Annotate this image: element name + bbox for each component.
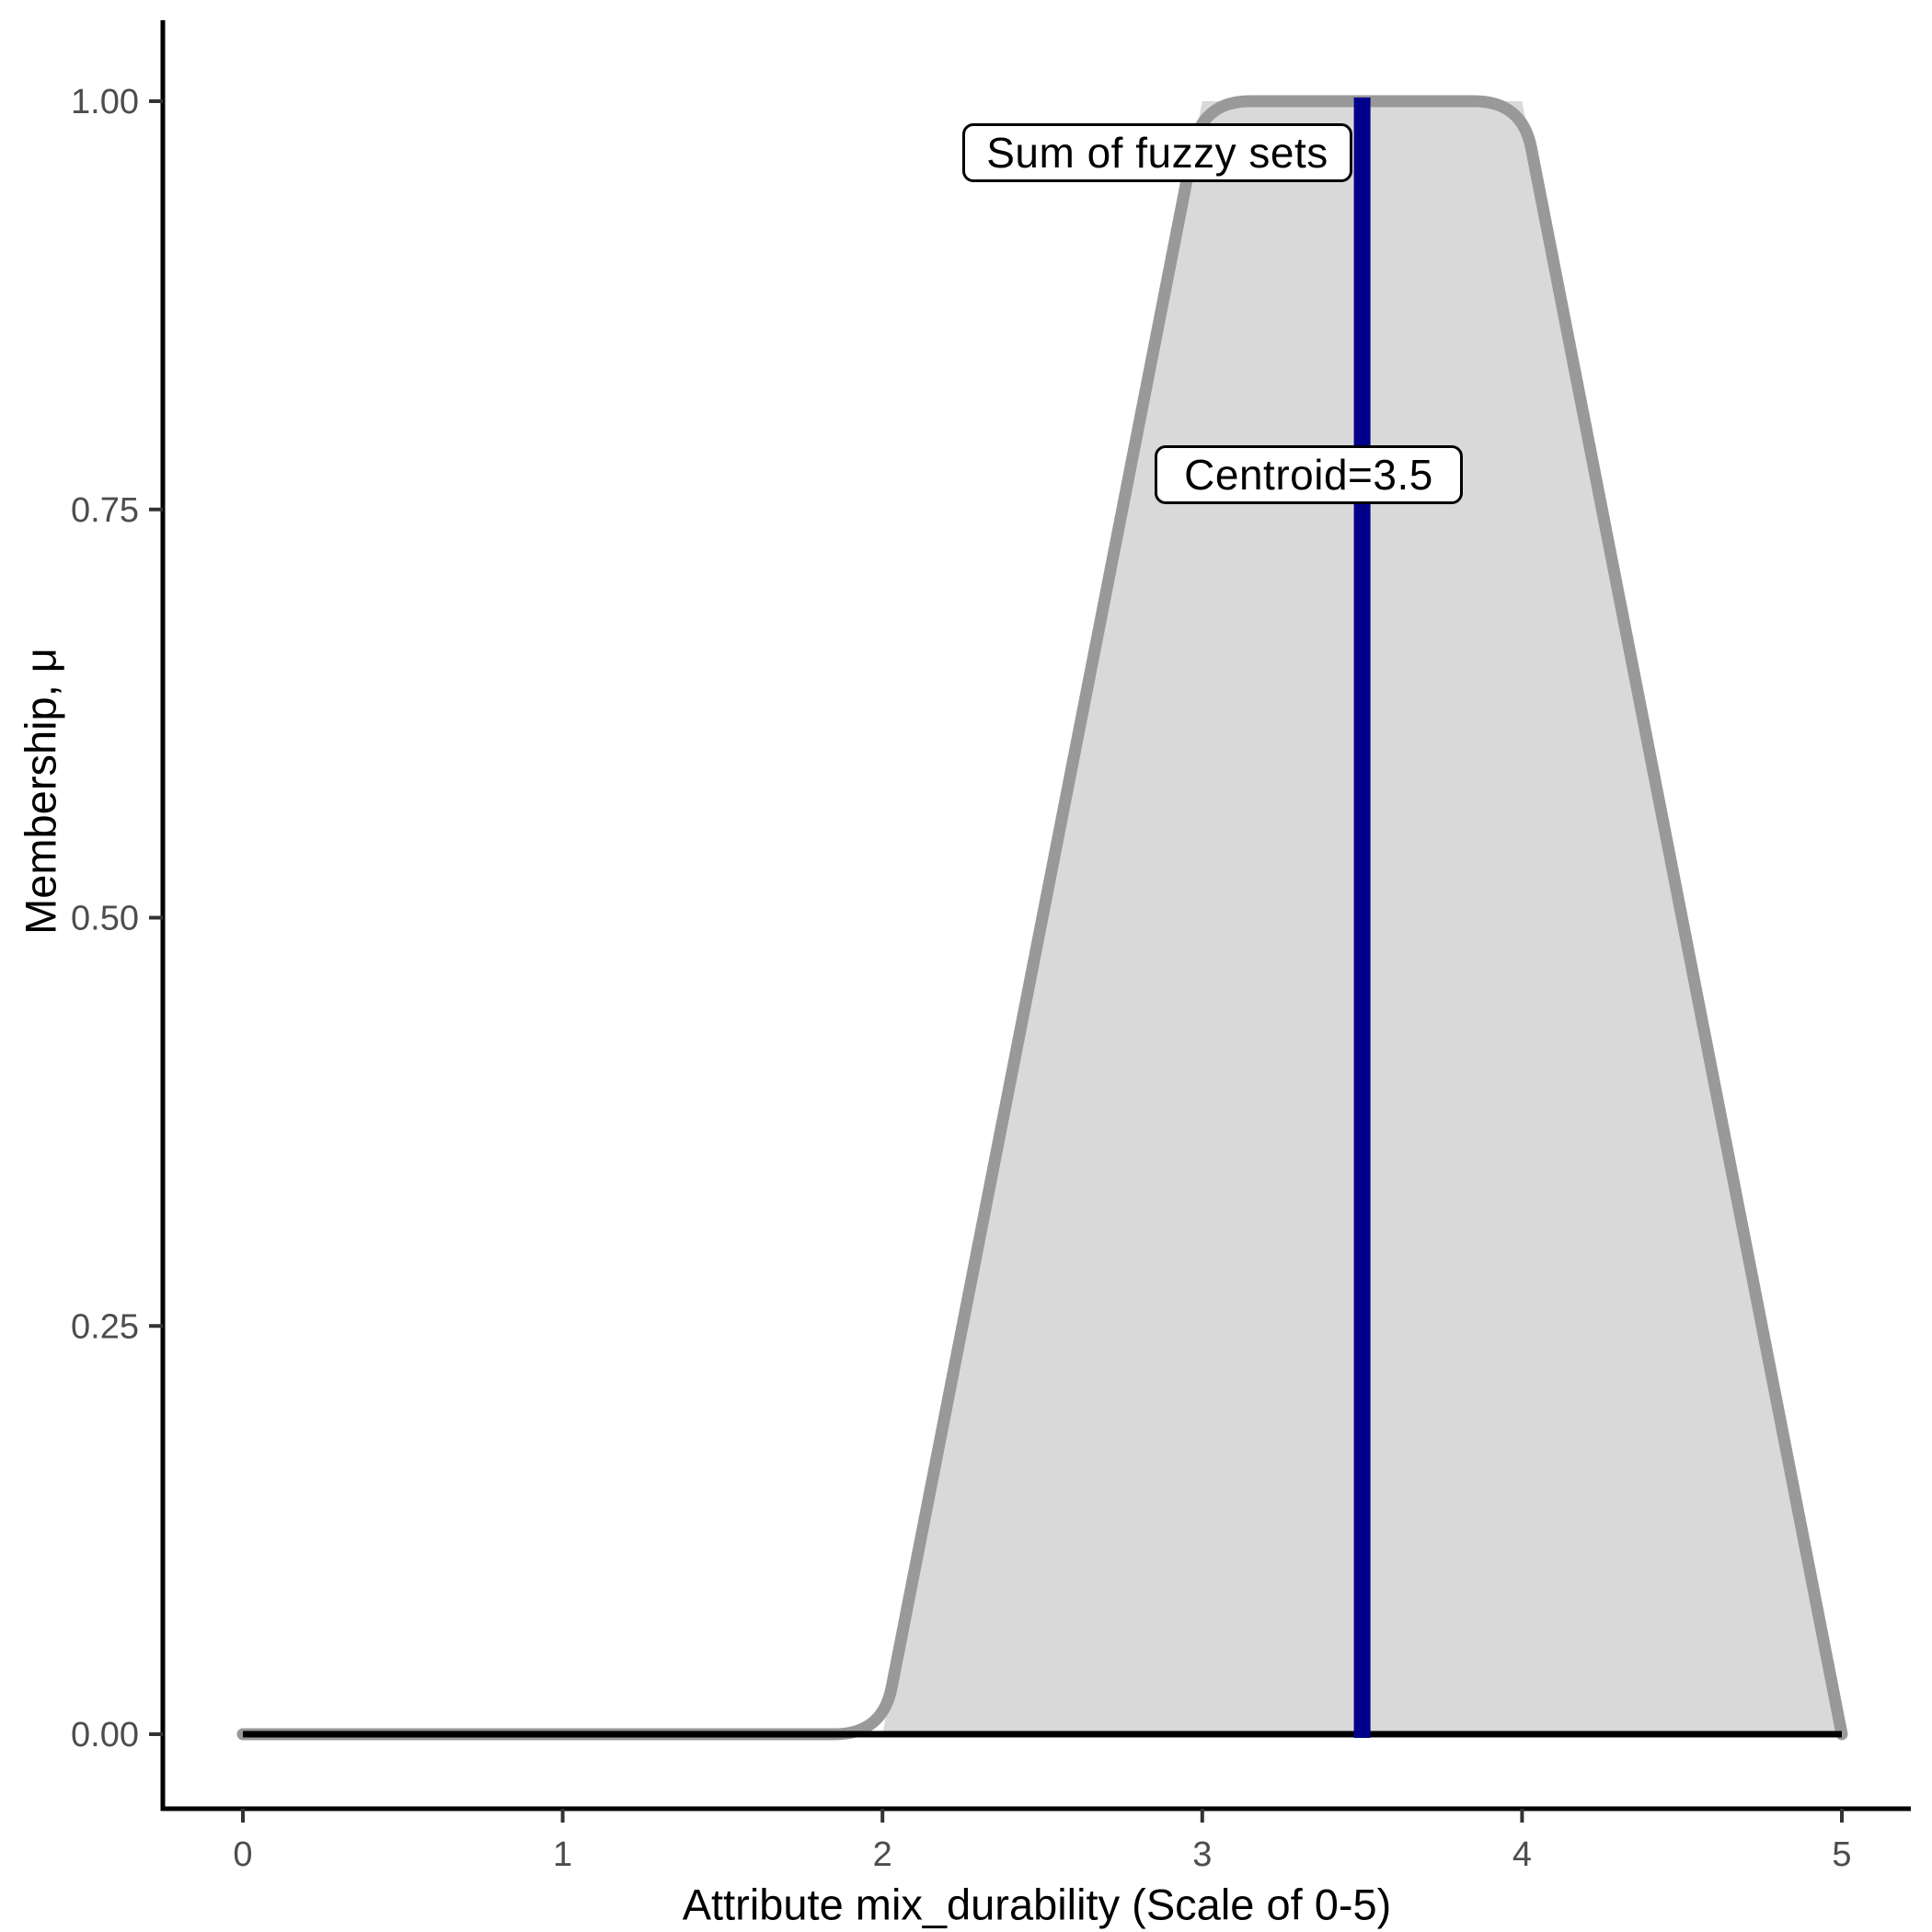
y-tick-label: 0.50 <box>71 900 139 938</box>
y-tick-label: 0.00 <box>71 1716 139 1754</box>
x-tick-label: 3 <box>1192 1835 1212 1874</box>
x-tick-label: 4 <box>1512 1835 1532 1874</box>
y-tick-label: 1.00 <box>71 83 139 121</box>
sum-of-fuzzy-sets-label-box: Sum of fuzzy sets <box>962 123 1352 182</box>
x-tick-label: 0 <box>233 1835 252 1874</box>
sum-of-fuzzy-sets-curve <box>236 95 1848 1741</box>
centroid-label: Centroid=3.5 <box>1184 451 1433 499</box>
centroid-label-box: Centroid=3.5 <box>1155 445 1463 504</box>
sum-of-fuzzy-sets-label: Sum of fuzzy sets <box>986 129 1328 177</box>
x-tick-label: 2 <box>873 1835 892 1874</box>
fuzzy-area-fill <box>243 101 1842 1734</box>
x-tick-label: 5 <box>1832 1835 1851 1874</box>
x-axis-title: Attribute mix_durability (Scale of 0-5) <box>682 1880 1392 1929</box>
y-tick-label: 0.75 <box>71 491 139 530</box>
y-axis-title: Membership, μ <box>16 648 65 935</box>
x-tick-label: 1 <box>553 1835 572 1874</box>
y-tick-label: 0.25 <box>71 1307 139 1346</box>
